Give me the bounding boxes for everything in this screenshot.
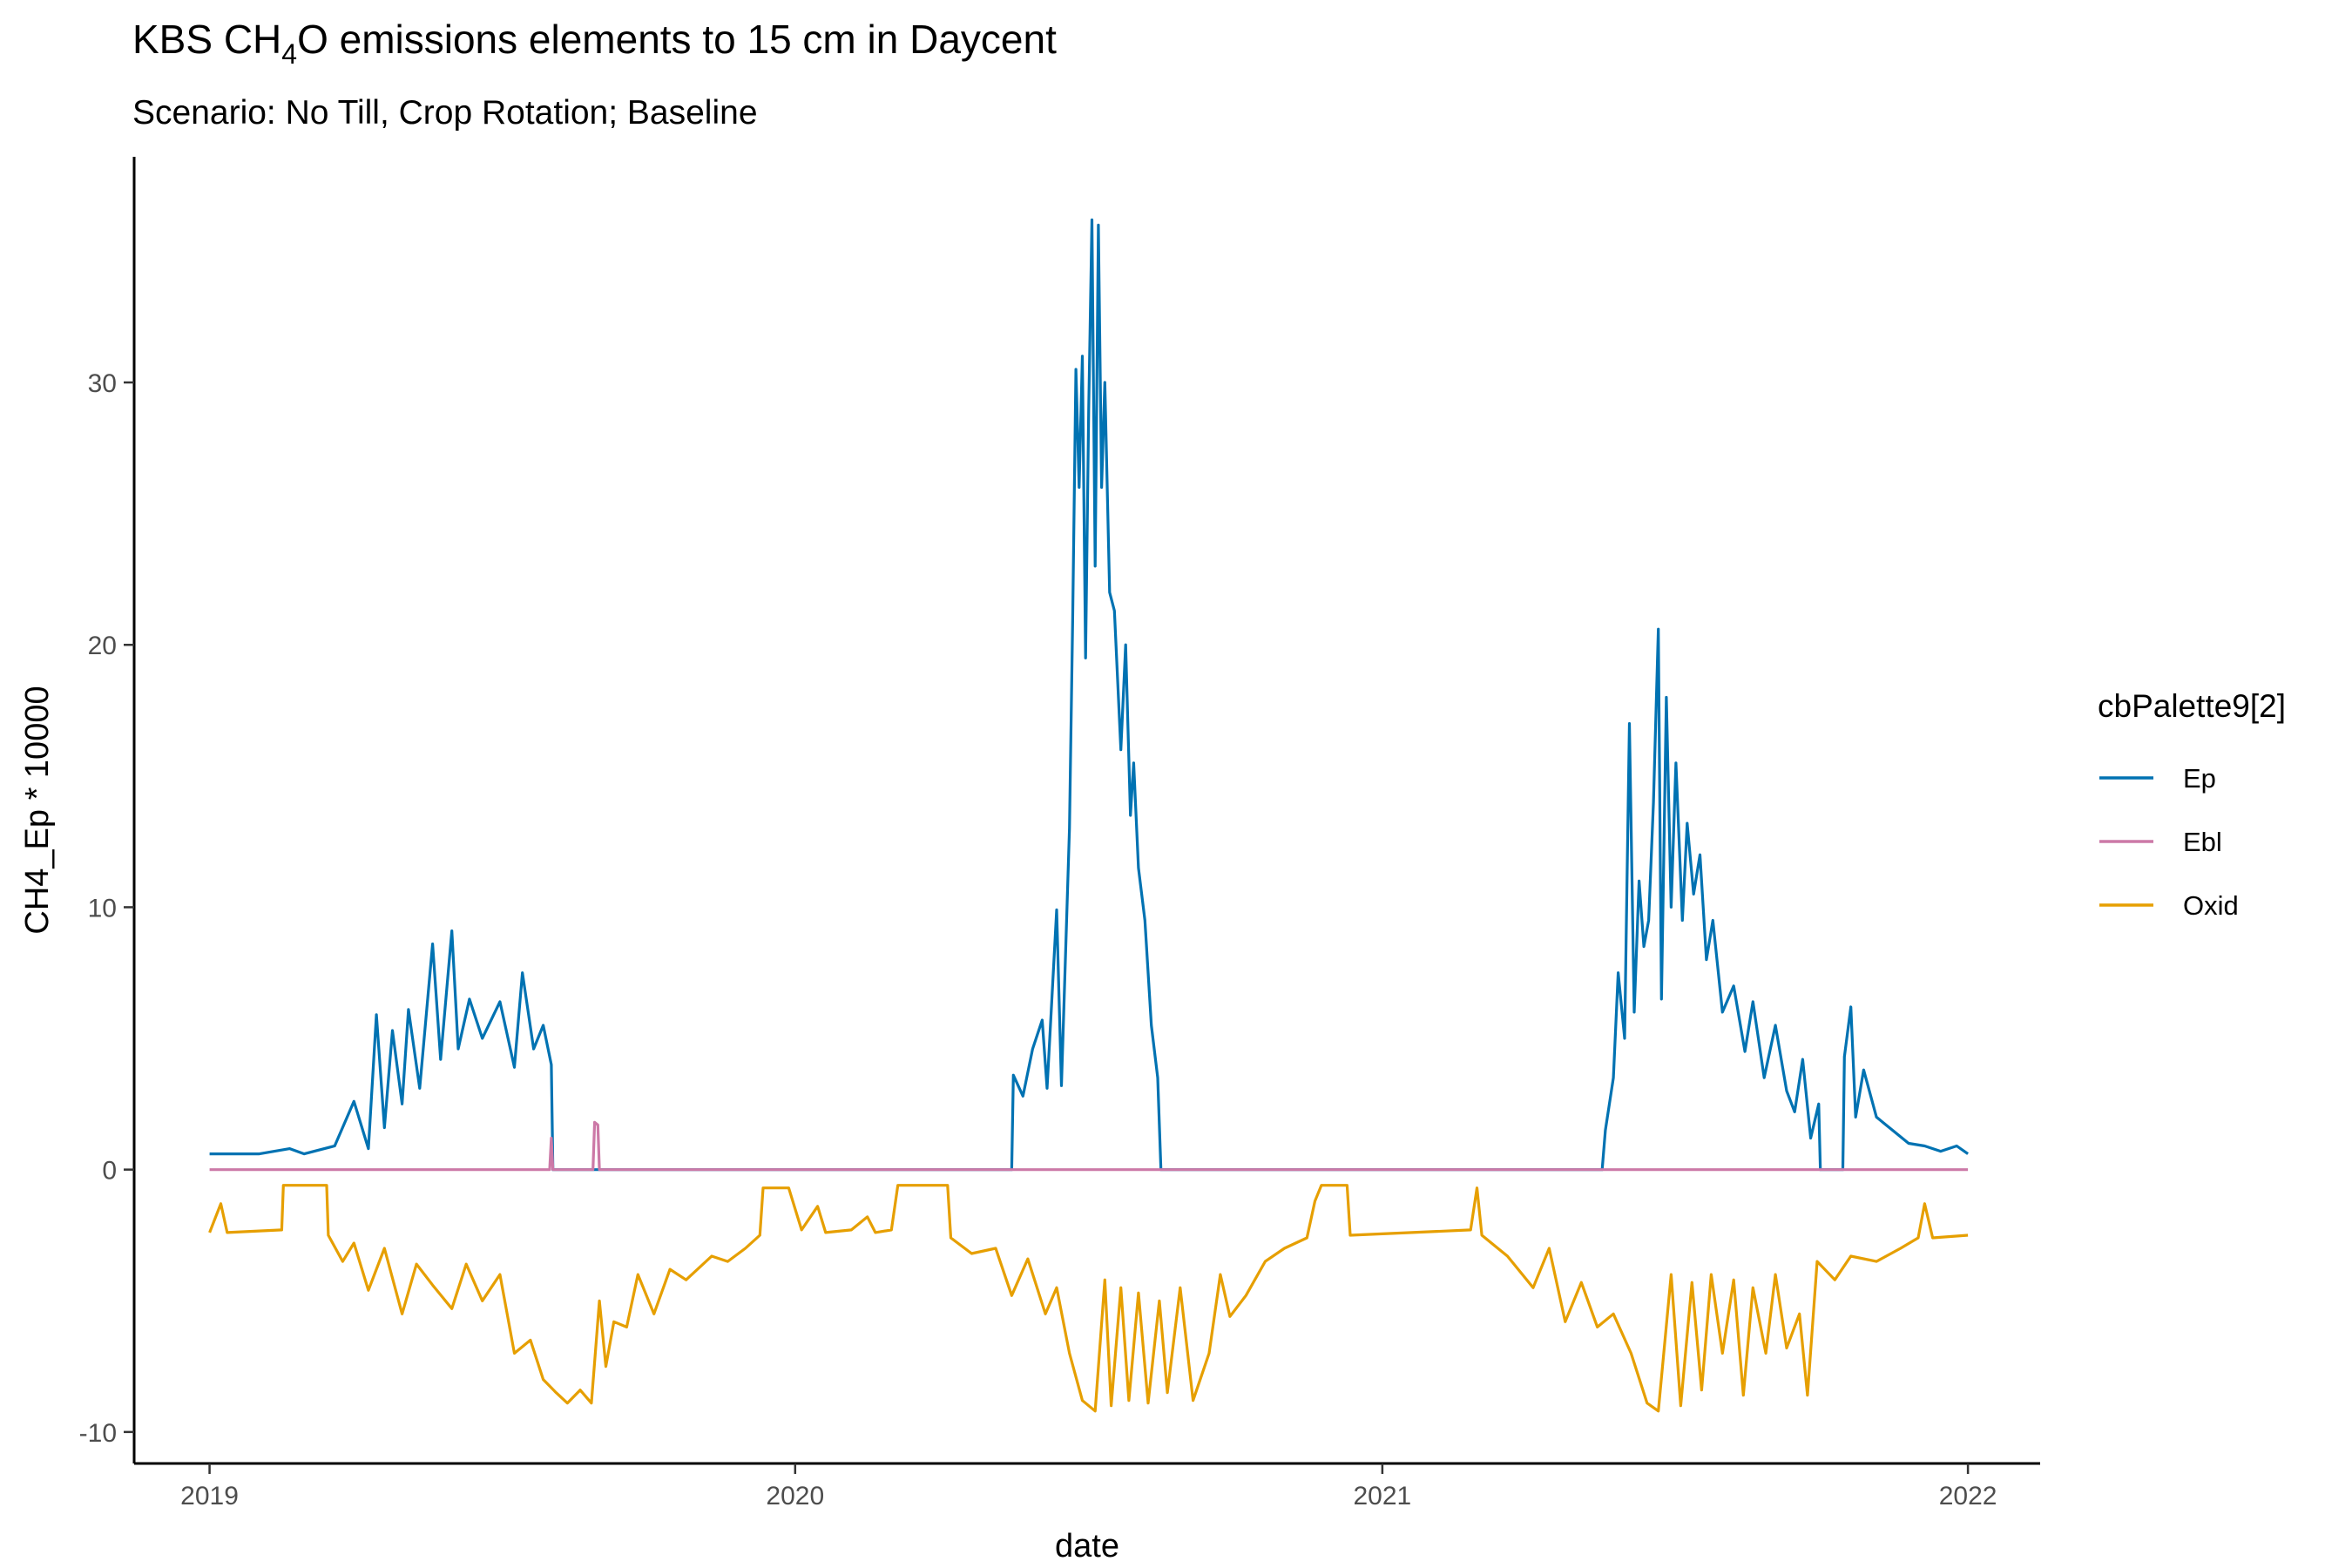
x-tick-label: 2020	[766, 1482, 824, 1511]
legend-title: cbPalette9[2]	[2098, 688, 2286, 724]
legend-items: Ep Ebl Oxid	[2099, 763, 2239, 921]
y-tick-label: 10	[88, 894, 117, 923]
chart-subtitle: Scenario: No Till, Crop Rotation; Baseli…	[132, 94, 758, 132]
chart-title-rest: O emissions elements to 15 cm in Daycent	[297, 17, 1057, 62]
y-axis-ticks: -10 0 10 20 30	[79, 369, 134, 1448]
legend-label-ep: Ep	[2183, 763, 2216, 794]
y-tick-label: 30	[88, 369, 117, 398]
x-axis-ticks: 2019 2020 2021 2022	[180, 1463, 1997, 1511]
x-tick-label: 2022	[1939, 1482, 1997, 1511]
series-line-oxid	[208, 1184, 1969, 1413]
y-tick-label: -10	[79, 1419, 117, 1448]
x-tick-label: 2021	[1354, 1482, 1412, 1511]
legend-label-oxid: Oxid	[2183, 890, 2239, 921]
x-axis-title: date	[1055, 1528, 1119, 1565]
x-tick-label: 2019	[180, 1482, 239, 1511]
chart-title-subscript: 4	[281, 38, 297, 70]
legend-label-ebl: Ebl	[2183, 827, 2222, 857]
chart-title: KBS CH4O emissions elements to 15 cm in …	[132, 17, 1057, 70]
y-axis-title: CH4_Ep * 10000	[19, 686, 56, 934]
plot-area	[208, 218, 1970, 1413]
series-layer	[208, 218, 1970, 1413]
legend: cbPalette9[2] Ep Ebl Oxid	[2098, 688, 2286, 921]
y-tick-label: 0	[102, 1157, 117, 1186]
series-line-ep	[209, 218, 1970, 1172]
y-tick-label: 20	[88, 632, 117, 660]
series-line-ebl	[209, 1120, 1969, 1172]
